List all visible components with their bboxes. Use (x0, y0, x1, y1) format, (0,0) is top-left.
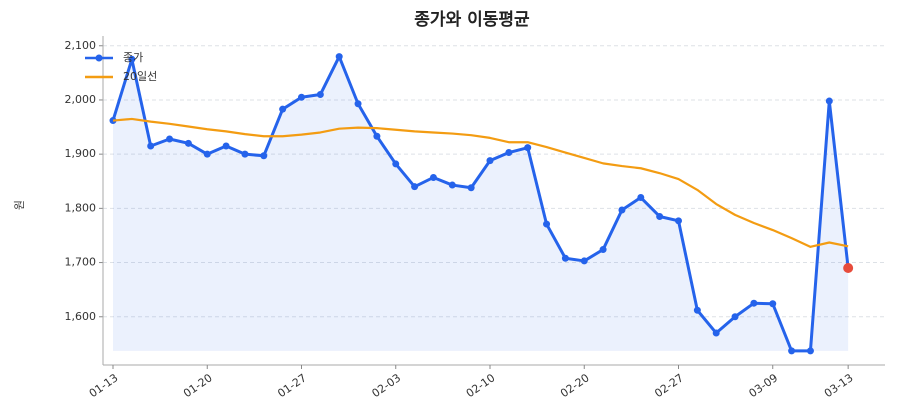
marker (712, 329, 720, 337)
y-tick-label: 1,700 (65, 256, 97, 269)
marker (561, 254, 569, 262)
x-tick-label: 02-10 (464, 371, 498, 400)
marker (467, 184, 475, 192)
marker (241, 150, 249, 158)
legend-label: 20일선 (123, 69, 157, 83)
marker (825, 97, 833, 105)
x-tick-label: 02-27 (652, 371, 686, 400)
marker (203, 150, 211, 158)
marker (128, 55, 136, 63)
marker (843, 262, 854, 273)
marker (448, 181, 456, 189)
marker (429, 173, 437, 181)
marker (693, 306, 701, 314)
line (112, 117, 849, 248)
legend-label: 종가 (123, 51, 143, 64)
x-tick-label: 02-03 (370, 371, 404, 400)
x-tick-label: 01-27 (275, 371, 309, 400)
marker (147, 142, 155, 150)
marker (769, 300, 777, 308)
marker (486, 157, 494, 165)
marker (788, 347, 796, 355)
marker (260, 152, 268, 160)
marker (279, 105, 287, 113)
chart-title: 종가와 이동평균 (414, 10, 530, 30)
marker (298, 93, 305, 101)
marker (656, 212, 664, 220)
area-fill (113, 56, 849, 351)
marker (543, 220, 551, 228)
y-tick-label: 2,100 (65, 39, 97, 52)
marker (580, 257, 588, 265)
marker (335, 53, 343, 61)
marker (599, 246, 607, 254)
marker (373, 132, 381, 140)
marker (184, 139, 192, 147)
y-tick-label: 1,800 (65, 201, 97, 214)
marker (750, 299, 758, 307)
marker (675, 217, 682, 225)
marker (618, 206, 626, 214)
x-tick-label: 01-20 (181, 371, 215, 400)
x-tick-label: 01-13 (87, 371, 121, 400)
line (111, 55, 850, 353)
marker (354, 100, 362, 108)
marker (411, 183, 419, 191)
marker (806, 347, 814, 355)
marker (316, 91, 324, 99)
x-tick-label: 03-09 (747, 371, 781, 400)
marker (505, 149, 513, 157)
y-tick-label: 2,000 (65, 93, 97, 106)
y-tick-label: 1,600 (65, 310, 97, 323)
marker (637, 194, 645, 202)
y-tick-label: 1,900 (65, 147, 97, 160)
x-tick-label: 03-13 (822, 371, 856, 400)
marker (222, 142, 230, 150)
x-tick-label: 02-20 (558, 371, 592, 400)
legend-marker (95, 54, 103, 62)
marker (392, 160, 400, 168)
marker (166, 135, 174, 143)
y-axis-label: 원 (13, 200, 26, 210)
marker (731, 313, 739, 321)
marker (524, 144, 532, 152)
